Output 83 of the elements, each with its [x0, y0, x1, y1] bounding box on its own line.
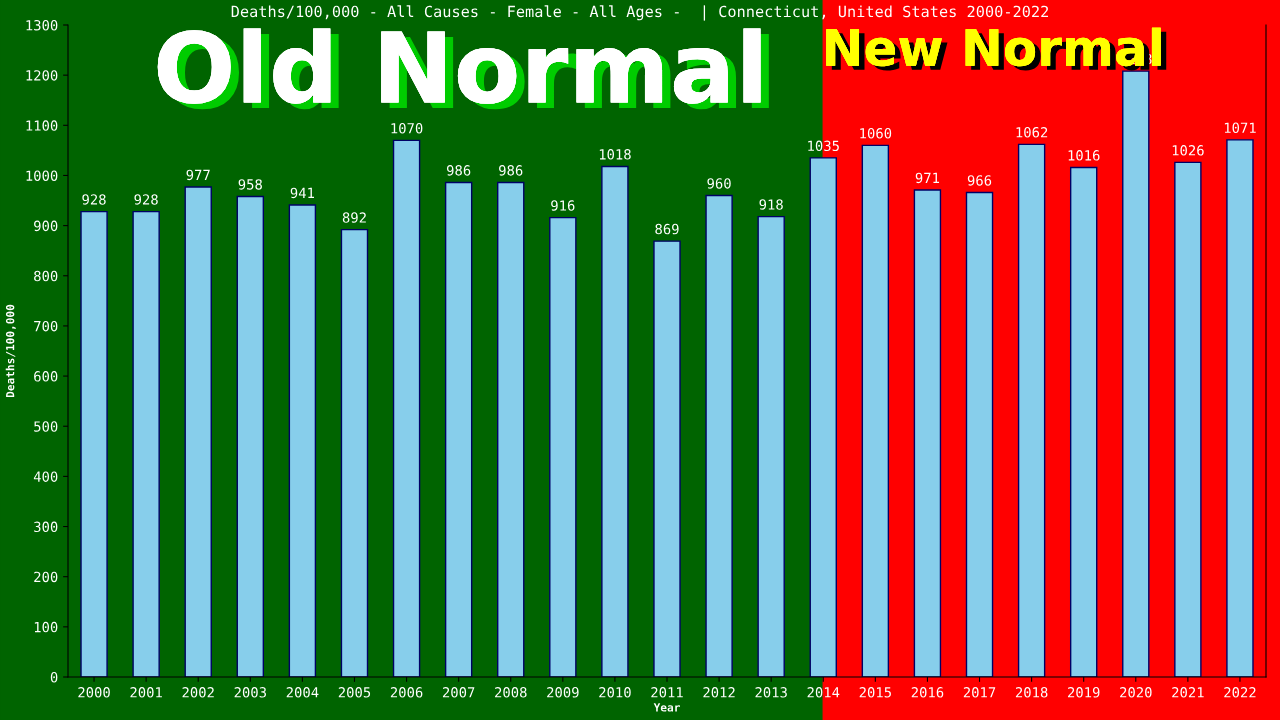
y-tick-label: 500 [34, 421, 58, 432]
y-tick-label: 300 [34, 521, 58, 533]
data-label: 1026 [1172, 145, 1204, 156]
bar [549, 216, 577, 677]
band-label: Old Normal [157, 28, 769, 110]
x-tick-label: 2022 [1224, 687, 1256, 698]
bar [757, 215, 785, 677]
bar [236, 195, 265, 677]
y-tick-label: 1200 [26, 70, 58, 81]
y-tick-label: 400 [33, 471, 58, 482]
y-axis-title: Deaths/100,000 [5, 304, 16, 398]
bar [653, 240, 681, 677]
bar [965, 191, 994, 677]
x-tick-label: 2004 [286, 687, 319, 698]
y-tick-label: 800 [34, 270, 58, 282]
x-tick-label: 2003 [234, 687, 266, 698]
y-tick-label: 700 [34, 320, 58, 332]
x-tick-label: 2008 [495, 687, 527, 698]
data-label: 960 [707, 178, 731, 189]
data-label: 971 [915, 172, 940, 184]
bar [392, 139, 421, 677]
bar [340, 228, 369, 677]
x-tick-label: 2015 [859, 687, 891, 698]
data-label: 1070 [391, 122, 423, 134]
bar [132, 210, 160, 677]
data-label: 1060 [860, 128, 892, 139]
data-label: 928 [134, 194, 158, 205]
x-axis-title: Year [653, 703, 680, 712]
x-tick-label: 2013 [755, 687, 787, 698]
x-tick-label: 2006 [390, 687, 423, 698]
data-label: 928 [82, 194, 106, 205]
data-label: 916 [551, 200, 575, 211]
bar [913, 189, 942, 677]
data-label: 1016 [1068, 150, 1100, 161]
data-label: 918 [759, 199, 783, 210]
bar [705, 194, 733, 677]
bar [861, 144, 890, 677]
bar [809, 157, 837, 677]
y-tick-label: 100 [34, 621, 58, 633]
data-label: 977 [186, 169, 210, 181]
y-tick-label: 600 [34, 371, 58, 382]
data-label: 966 [967, 175, 992, 186]
x-tick-label: 2002 [182, 687, 214, 698]
bar [1226, 139, 1254, 677]
bar [1122, 70, 1150, 677]
data-label: 986 [446, 165, 471, 176]
data-label: 958 [238, 179, 262, 190]
x-tick-label: 2010 [599, 687, 631, 698]
bar [184, 186, 212, 677]
data-label: 941 [290, 187, 314, 199]
x-tick-label: 2017 [963, 687, 996, 698]
bar [1174, 161, 1202, 677]
data-label: 892 [342, 212, 366, 223]
data-label: 1062 [1016, 127, 1048, 138]
data-label: 986 [499, 165, 523, 176]
x-tick-label: 2018 [1015, 687, 1048, 698]
bar [444, 181, 473, 677]
bar [80, 210, 108, 677]
x-tick-label: 2020 [1120, 687, 1152, 698]
bar [1069, 166, 1098, 677]
x-tick-label: 2021 [1172, 687, 1204, 698]
data-label: 1071 [1224, 122, 1256, 133]
data-label: 869 [655, 223, 679, 235]
y-tick-label: 0 [50, 672, 58, 683]
bar [497, 181, 525, 677]
x-tick-label: 2009 [547, 687, 579, 698]
y-tick-label: 1300 [26, 20, 58, 31]
y-tick-label: 200 [34, 571, 58, 583]
data-label: 1018 [599, 149, 631, 160]
y-tick-label: 900 [34, 220, 58, 232]
x-tick-label: 2019 [1068, 687, 1100, 698]
bar [1017, 143, 1046, 677]
bar [288, 204, 317, 677]
x-tick-label: 2001 [130, 687, 162, 698]
x-tick-label: 2000 [78, 687, 110, 698]
y-tick-label: 1000 [26, 170, 58, 181]
x-tick-label: 2005 [338, 687, 371, 698]
x-tick-label: 2007 [442, 687, 475, 698]
x-tick-label: 2011 [651, 687, 683, 698]
y-tick-label: 1100 [26, 120, 58, 131]
x-tick-label: 2012 [703, 687, 735, 698]
bar [601, 165, 629, 677]
x-tick-label: 2016 [911, 687, 944, 698]
